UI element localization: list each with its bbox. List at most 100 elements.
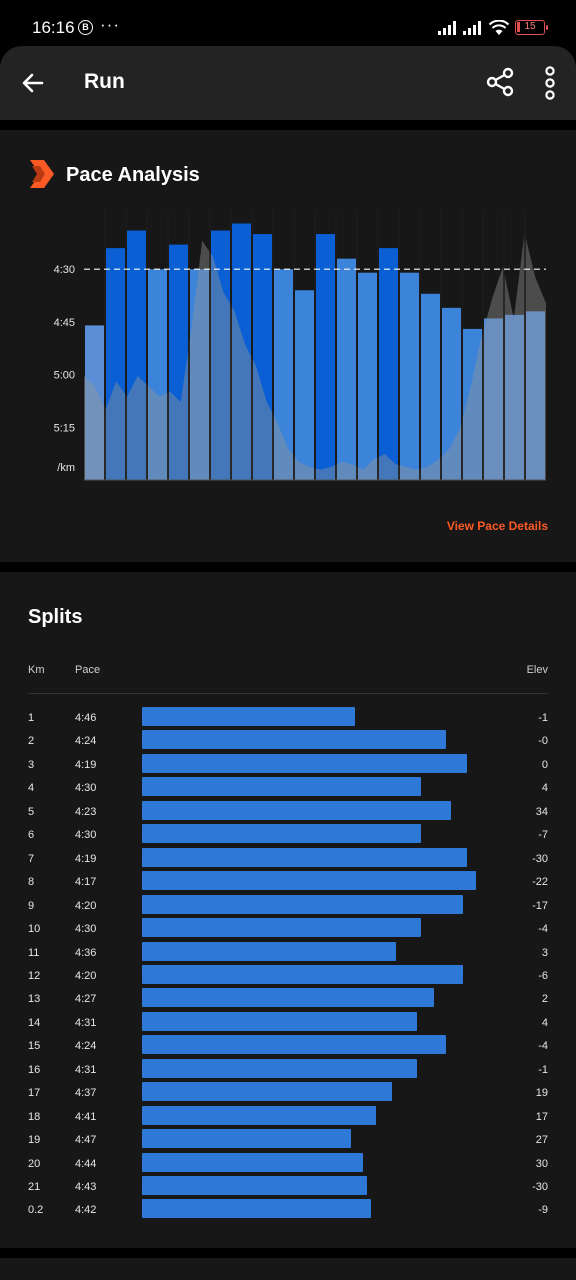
- notification-badge-icon: B: [78, 20, 93, 35]
- split-elev: 19: [535, 1087, 548, 1100]
- split-elev: 17: [535, 1110, 548, 1123]
- split-row: 7 4:19 -30: [0, 847, 576, 868]
- pace-bar: [463, 328, 482, 480]
- split-row: 17 4:37 19: [0, 1082, 576, 1102]
- column-header-pace: Pace: [75, 664, 101, 676]
- split-km: 16: [28, 1063, 41, 1076]
- split-elev: 27: [535, 1134, 548, 1147]
- split-pace: 4:46: [75, 712, 97, 724]
- split-km: 15: [28, 1040, 41, 1053]
- split-km: 6: [28, 829, 35, 842]
- split-pace-bar: [142, 824, 422, 844]
- y-tick-label: 5:15: [54, 422, 75, 434]
- next-card: [0, 1258, 576, 1280]
- split-elev: -9: [538, 1204, 548, 1217]
- split-pace-bar: [142, 894, 464, 914]
- split-pace: 4:17: [75, 876, 97, 889]
- pace-analysis-title: Pace Analysis: [66, 164, 200, 186]
- split-km: 19: [28, 1134, 41, 1147]
- split-pace-bar: [142, 1058, 418, 1078]
- split-pace-bar: [142, 1152, 363, 1172]
- status-time: 16:16: [32, 18, 75, 37]
- split-km: 8: [28, 876, 35, 889]
- pace-bar: [421, 293, 440, 480]
- split-pace-bar: [142, 918, 422, 938]
- app-bar: Run: [0, 46, 576, 120]
- split-pace: 4:31: [75, 1016, 97, 1029]
- more-vertical-icon[interactable]: [538, 66, 562, 100]
- split-row: 9 4:20 -17: [0, 894, 576, 915]
- split-km: 11: [28, 946, 40, 959]
- pace-analysis-card: Pace Analysis 4:30 4:45 5:00 5:15/km View P…: [0, 130, 576, 562]
- split-row: 8 4:17 -22: [0, 871, 576, 891]
- split-pace: 4:20: [75, 969, 97, 982]
- pace-bar: [274, 269, 293, 480]
- split-km: 9: [28, 899, 35, 912]
- split-pace-bar: [142, 1011, 418, 1031]
- pace-bar: [337, 258, 356, 480]
- pace-bar: [127, 230, 146, 480]
- split-pace-bar: [142, 730, 447, 750]
- split-km: 1: [28, 712, 35, 724]
- more-notifications-icon: ···: [100, 15, 120, 34]
- pace-bar: [505, 314, 524, 480]
- split-pace: 4:31: [75, 1063, 97, 1076]
- pace-bar: [526, 311, 545, 480]
- split-pace-bar: [142, 1129, 351, 1149]
- view-pace-details-link[interactable]: View Pace Details: [446, 519, 548, 533]
- split-km: 17: [28, 1087, 41, 1100]
- split-pace: 4:37: [75, 1087, 97, 1100]
- split-elev: 4: [541, 1016, 548, 1029]
- split-pace-bar: [142, 1082, 393, 1102]
- split-row: 20 4:44 30: [0, 1152, 576, 1173]
- split-elev: -4: [538, 1040, 548, 1053]
- pace-bar: [148, 269, 167, 480]
- split-pace-bar: [142, 707, 355, 726]
- split-row: 12 4:20 -6: [0, 964, 576, 985]
- split-pace-bar: [142, 1035, 447, 1055]
- split-row: 2 4:24 -0: [0, 730, 576, 750]
- split-row: 14 4:31 4: [0, 1011, 576, 1032]
- split-row: 6 4:30 -7: [0, 824, 576, 844]
- split-km: 5: [28, 805, 35, 818]
- battery-icon: 15: [515, 20, 548, 35]
- battery-level: 15: [524, 21, 536, 32]
- pace-bar: [358, 272, 377, 480]
- split-pace: 4:27: [75, 993, 97, 1006]
- divider: [28, 693, 548, 694]
- split-pace: 4:42: [75, 1204, 97, 1217]
- split-pace: 4:19: [75, 758, 97, 771]
- signal-icon-2: [463, 21, 481, 35]
- split-row: 0.2 4:42 -9: [0, 1199, 576, 1219]
- split-km: 4: [28, 782, 35, 795]
- split-pace-bar: [142, 964, 464, 984]
- split-pace: 4:36: [75, 946, 97, 959]
- split-row: 5 4:23 34: [0, 800, 576, 821]
- split-elev: 3: [541, 946, 548, 959]
- split-km: 12: [28, 969, 41, 982]
- split-elev: -30: [532, 852, 548, 865]
- status-bar: 16:16 B ··· 15: [0, 0, 576, 46]
- split-pace-bar: [142, 847, 468, 867]
- split-elev: -6: [538, 969, 548, 982]
- split-pace: 4:43: [75, 1181, 97, 1193]
- column-header-elev: Elev: [526, 664, 548, 676]
- split-pace-bar: [142, 1199, 372, 1219]
- split-row: 19 4:47 27: [0, 1129, 576, 1149]
- split-row: 1 4:46 -1: [0, 707, 576, 727]
- back-button[interactable]: [18, 68, 48, 98]
- pace-bar: [253, 234, 272, 480]
- split-pace: 4:24: [75, 1040, 97, 1053]
- split-pace: 4:41: [75, 1110, 97, 1123]
- split-row: 16 4:31 -1: [0, 1058, 576, 1079]
- split-pace: 4:47: [75, 1134, 97, 1147]
- split-pace: 4:30: [75, 782, 97, 795]
- split-row: 21 4:43 -30: [0, 1176, 576, 1196]
- elevation-area: [84, 233, 546, 480]
- split-row: 15 4:24 -4: [0, 1035, 576, 1055]
- split-pace: 4:30: [75, 829, 97, 842]
- pace-bar: [316, 234, 335, 480]
- split-pace-bar: [142, 1176, 368, 1195]
- split-elev: 4: [541, 782, 548, 795]
- share-icon[interactable]: [484, 66, 516, 98]
